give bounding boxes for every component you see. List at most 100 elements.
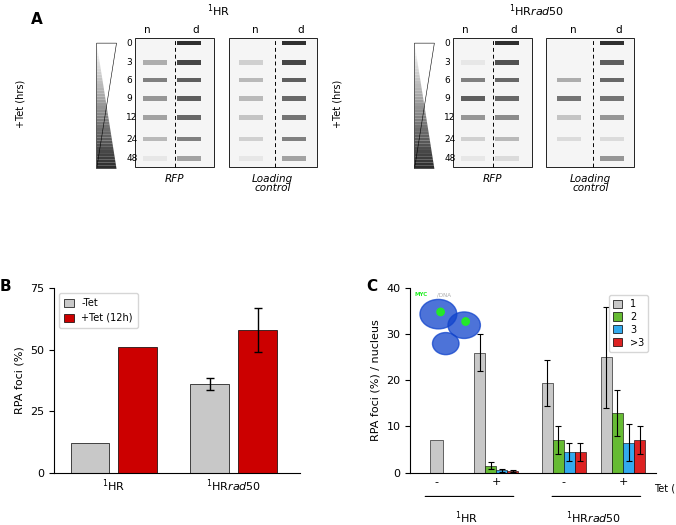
Y-axis label: RPA foci (%) / nucleus: RPA foci (%) / nucleus: [370, 320, 381, 442]
Text: d: d: [616, 25, 622, 35]
Text: d: d: [510, 25, 517, 35]
Polygon shape: [97, 119, 109, 122]
Text: Tet (12h): Tet (12h): [654, 484, 676, 494]
Bar: [600, 156, 624, 161]
Polygon shape: [97, 71, 101, 75]
Bar: [177, 156, 201, 161]
Polygon shape: [97, 160, 116, 163]
Bar: [143, 115, 167, 120]
Text: n: n: [145, 25, 151, 35]
Polygon shape: [97, 97, 105, 100]
Polygon shape: [97, 128, 111, 131]
Text: $^1$HR$\mathit{rad50}$: $^1$HR$\mathit{rad50}$: [566, 509, 621, 525]
Polygon shape: [414, 156, 433, 160]
Text: 6: 6: [126, 76, 132, 85]
Polygon shape: [97, 125, 110, 128]
Polygon shape: [414, 59, 418, 62]
Polygon shape: [97, 103, 107, 106]
Polygon shape: [97, 62, 100, 65]
Polygon shape: [97, 68, 101, 71]
Bar: [177, 97, 201, 101]
Text: 12: 12: [444, 113, 456, 122]
Bar: [460, 78, 485, 82]
Polygon shape: [97, 134, 112, 138]
Bar: [601, 358, 612, 472]
Text: 24: 24: [444, 134, 456, 143]
Bar: [552, 440, 564, 472]
Polygon shape: [97, 122, 110, 125]
Text: d: d: [297, 25, 304, 35]
Text: 9: 9: [444, 94, 450, 103]
Bar: [143, 136, 167, 141]
Polygon shape: [97, 56, 99, 59]
Polygon shape: [414, 144, 431, 147]
Bar: [177, 78, 201, 82]
Bar: [239, 97, 264, 101]
Polygon shape: [97, 93, 105, 97]
Bar: [541, 383, 552, 472]
Polygon shape: [97, 144, 113, 147]
Polygon shape: [97, 153, 114, 156]
Bar: [460, 115, 485, 120]
Text: n: n: [462, 25, 469, 35]
Bar: [177, 136, 201, 141]
Bar: [191, 384, 229, 472]
Polygon shape: [97, 106, 107, 109]
Bar: [600, 41, 624, 45]
Bar: [600, 78, 624, 82]
Polygon shape: [414, 138, 430, 141]
Polygon shape: [97, 147, 114, 150]
Bar: [453, 38, 532, 167]
Polygon shape: [414, 87, 422, 90]
Bar: [177, 41, 201, 45]
Bar: [143, 78, 167, 82]
Text: A: A: [31, 12, 43, 27]
Polygon shape: [414, 65, 418, 68]
Text: 12: 12: [126, 113, 138, 122]
Text: $^1$HR: $^1$HR: [207, 3, 231, 19]
Polygon shape: [97, 141, 112, 144]
Polygon shape: [414, 134, 429, 138]
Text: RFP: RFP: [165, 174, 185, 184]
Text: 48: 48: [126, 154, 138, 163]
Polygon shape: [414, 116, 427, 119]
Bar: [600, 136, 624, 141]
Bar: [495, 60, 518, 65]
Bar: [282, 115, 306, 120]
Bar: [239, 115, 264, 120]
Polygon shape: [97, 100, 106, 103]
Polygon shape: [414, 103, 425, 106]
Text: C: C: [366, 279, 377, 294]
Bar: [239, 136, 264, 141]
Bar: [557, 136, 581, 141]
Text: 3: 3: [126, 58, 132, 67]
Polygon shape: [414, 141, 431, 144]
Bar: [507, 471, 518, 472]
Polygon shape: [414, 78, 420, 81]
Bar: [282, 97, 306, 101]
Text: 3: 3: [444, 58, 450, 67]
Bar: [238, 330, 277, 472]
Polygon shape: [414, 131, 429, 134]
Text: d: d: [193, 25, 199, 35]
Text: +Tet (hrs): +Tet (hrs): [333, 80, 343, 129]
Polygon shape: [97, 131, 111, 134]
Polygon shape: [414, 150, 432, 153]
Polygon shape: [414, 166, 435, 169]
Polygon shape: [414, 84, 421, 87]
Polygon shape: [97, 87, 104, 90]
Polygon shape: [97, 59, 99, 62]
Text: Loading: Loading: [252, 174, 293, 184]
Bar: [282, 156, 306, 161]
Polygon shape: [414, 52, 416, 56]
Polygon shape: [97, 116, 109, 119]
Text: 24: 24: [126, 134, 138, 143]
Polygon shape: [414, 163, 434, 166]
Bar: [474, 353, 485, 472]
Text: 0: 0: [126, 39, 132, 48]
Polygon shape: [414, 68, 419, 71]
Text: 0: 0: [444, 39, 450, 48]
Polygon shape: [414, 49, 416, 53]
Polygon shape: [414, 93, 423, 97]
Bar: [282, 41, 306, 45]
